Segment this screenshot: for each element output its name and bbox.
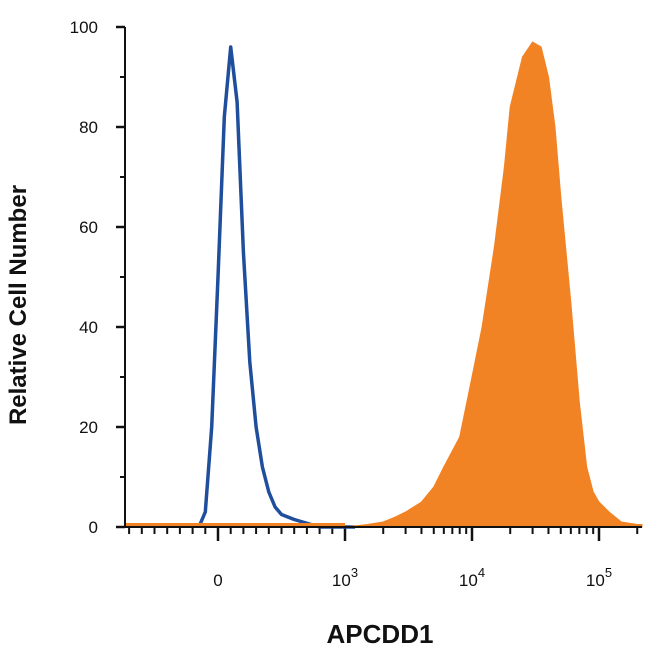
x-tick-label: 103 [332,565,358,590]
y-tick-label: 20 [79,418,98,437]
x-tick-label: 0 [213,571,222,590]
y-tick-label: 0 [89,518,98,537]
x-axis-ticks [128,527,639,541]
x-tick-label: 104 [459,565,485,590]
y-tick-label: 40 [79,318,98,337]
series-0-outline [197,45,356,529]
y-tick-label: 60 [79,218,98,237]
series-layer [125,41,643,529]
x-tick-labels: 0 103 104 105 [213,565,612,590]
x-tick-label: 105 [586,565,612,590]
y-axis-title: Relative Cell Number [5,185,32,425]
y-tick-label: 100 [70,18,98,37]
series-1-area [125,41,643,528]
y-tick-label: 80 [79,118,98,137]
y-axis-ticks [116,25,125,529]
y-tick-labels: 0 20 40 60 80 100 [70,18,98,537]
x-axis-title: APCDD1 [327,619,434,649]
